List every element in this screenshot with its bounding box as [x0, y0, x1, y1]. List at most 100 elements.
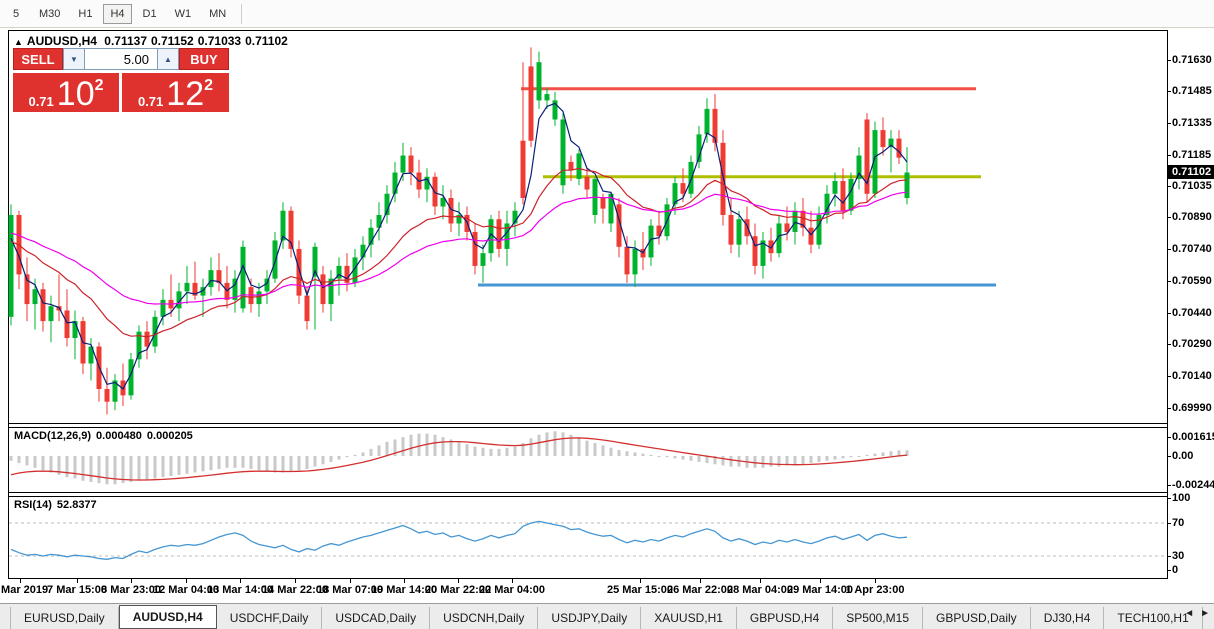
macd-histogram-bar	[617, 450, 621, 456]
candle-body	[512, 210, 518, 224]
buy-price-button[interactable]: 0.71 12 2	[122, 73, 229, 112]
candle-body	[448, 198, 454, 224]
tab-xauusd-h1[interactable]: XAUUSD,H1	[641, 607, 737, 629]
macd-histogram-bar	[289, 456, 293, 472]
candle-body	[872, 130, 878, 194]
macd-histogram-bar	[561, 432, 565, 456]
candle-body	[216, 270, 222, 283]
candle-body	[688, 161, 694, 194]
tab-scroll-left-icon[interactable]: ◄	[1184, 608, 1195, 619]
macd-histogram-bar	[513, 446, 517, 456]
timeframe-button-h1[interactable]: H1	[78, 7, 93, 20]
time-axis-label: 26 Mar 22:00	[666, 584, 734, 596]
main-chart-canvas[interactable]	[8, 31, 1167, 423]
macd-histogram-bar	[521, 443, 525, 456]
candle-body	[864, 119, 870, 194]
time-axis-tick	[640, 579, 641, 583]
tab-scroll-right-icon[interactable]: ►	[1200, 608, 1210, 619]
tab-scroll-buttons: ◄ ►	[1184, 608, 1210, 619]
timeframe-button-m30[interactable]: M30	[39, 7, 61, 20]
candle-body	[192, 282, 198, 296]
sell-price-button[interactable]: 0.71 10 2	[13, 73, 119, 112]
macd-histogram-bar	[361, 452, 365, 456]
fast-ma-line	[10, 102, 908, 390]
volume-decrease-button[interactable]: ▼	[63, 48, 85, 70]
candle-body	[136, 331, 142, 360]
macd-rsi-separator[interactable]	[8, 492, 1168, 493]
macd-canvas[interactable]	[9, 428, 1167, 492]
macd-histogram-bar	[297, 456, 301, 471]
rsi-border-top	[8, 496, 1168, 497]
macd-histogram-bar	[753, 456, 757, 468]
tab-eurusd-daily[interactable]: EURUSD,Daily	[10, 607, 119, 629]
tab-usdcnh-daily[interactable]: USDCNH,Daily	[430, 607, 539, 629]
macd-main-value: 0.000480	[96, 430, 142, 442]
timeframe-button-5[interactable]: 5	[12, 7, 20, 20]
tab-sp500-m15[interactable]: SP500,M15	[833, 607, 923, 629]
timeframe-button-h4[interactable]: H4	[103, 3, 132, 24]
macd-histogram-bar	[641, 453, 645, 456]
volume-input[interactable]	[85, 48, 157, 70]
macd-histogram-bar	[129, 456, 133, 482]
tab-gbpusd-daily[interactable]: GBPUSD,Daily	[923, 607, 1031, 629]
macd-histogram-bar	[97, 456, 101, 484]
candle-body	[352, 257, 358, 283]
macd-axis-tick	[1167, 436, 1171, 438]
macd-histogram-bar	[145, 456, 149, 480]
slow-ma-line	[10, 191, 908, 305]
tab-usdcad-daily[interactable]: USDCAD,Daily	[322, 607, 431, 629]
candle-body	[712, 108, 718, 143]
timeframe-button-d1[interactable]: D1	[142, 7, 157, 20]
time-axis-tick	[458, 579, 459, 583]
candle-body	[176, 291, 182, 309]
time-axis-label: 14 Mar 22:00	[261, 584, 329, 596]
candle-body	[792, 210, 798, 232]
time-axis-tick	[20, 579, 21, 583]
candle-body	[256, 291, 262, 305]
macd-histogram-bar	[313, 456, 317, 467]
macd-histogram-bar	[385, 441, 389, 456]
candle-body	[160, 299, 166, 317]
candle-body	[800, 210, 806, 228]
timeframe-button-w1[interactable]: W1	[174, 7, 192, 20]
tab-audusd-h4[interactable]: AUDUSD,H4	[118, 605, 217, 629]
tab-usdjpy-daily[interactable]: USDJPY,Daily	[538, 607, 642, 629]
tab-dj30-h4[interactable]: DJ30,H4	[1031, 607, 1105, 629]
candle-body	[632, 248, 638, 275]
macd-signal-line	[10, 437, 908, 481]
collapse-triangle-icon[interactable]: ▲	[14, 37, 23, 47]
macd-label-row: MACD(12,26,9) 0.000480 0.000205	[14, 430, 198, 442]
macd-histogram-bar	[497, 448, 501, 456]
macd-histogram-bar	[625, 451, 629, 456]
candle-body	[264, 278, 270, 292]
rsi-axis-tick	[1167, 570, 1171, 571]
volume-increase-button[interactable]: ▲	[157, 48, 179, 70]
timeframe-button-mn[interactable]: MN	[209, 7, 227, 20]
tab-tech100-h1[interactable]: TECH100,H1	[1104, 607, 1203, 629]
candle-body	[496, 219, 502, 249]
sell-button[interactable]: SELL	[13, 48, 63, 70]
macd-histogram-bar	[489, 448, 493, 456]
candle-body	[384, 193, 390, 215]
timeframe-toolbar: 5 M30 H1 H4 D1 W1 MN	[0, 0, 1214, 28]
macd-axis-tick	[1167, 484, 1171, 486]
macd-histogram-bar	[777, 456, 781, 467]
main-macd-separator[interactable]	[8, 423, 1168, 424]
candle-body	[360, 244, 366, 258]
chart-border-bottom	[8, 578, 1168, 579]
macd-histogram-bar	[225, 456, 229, 468]
candle-body	[536, 62, 542, 101]
buy-button[interactable]: BUY	[179, 48, 229, 70]
macd-histogram-bar	[793, 456, 797, 466]
price-axis-tick	[1167, 90, 1171, 92]
candle-body	[144, 331, 150, 347]
macd-histogram-bar	[273, 456, 277, 473]
tab-gbpusd-h4[interactable]: GBPUSD,H4	[737, 607, 834, 629]
rsi-canvas[interactable]	[9, 497, 1167, 578]
candle-body	[392, 172, 398, 194]
price-axis-tick	[1167, 408, 1171, 410]
macd-histogram-bar	[449, 439, 453, 456]
tab-usdchf-daily[interactable]: USDCHF,Daily	[217, 607, 323, 629]
macd-histogram-bar	[201, 456, 205, 472]
macd-histogram-bar	[889, 451, 893, 456]
